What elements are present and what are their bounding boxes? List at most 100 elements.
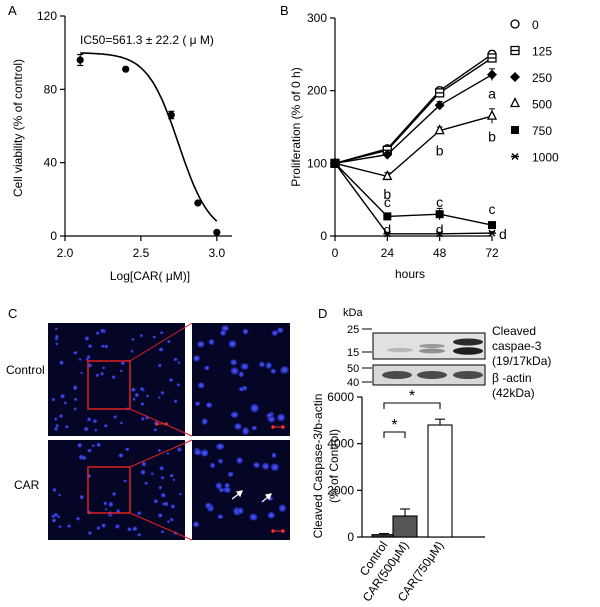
marker-stroke [331,159,339,167]
series-marker-square [488,221,496,230]
nucleus [216,443,225,450]
nucleus [160,331,164,335]
x-tick-label: 3.0 [208,246,225,260]
marker-stroke [488,229,496,237]
significance-letter: c [436,194,443,210]
y-tick-label: 0 [320,229,327,243]
panel-a-fit-curve [80,52,218,222]
series-marker-star [435,230,444,238]
data-point [213,228,221,236]
nucleus [277,413,286,422]
nucleus [179,492,182,496]
nucleus [217,514,224,519]
car-overview-image [48,440,185,540]
nucleus [150,472,154,476]
nucleus [166,452,170,455]
series-marker-triangle [509,97,521,108]
series-line-1000 [334,162,493,235]
nucleus [146,394,149,398]
nucleus [55,334,59,339]
nucleus [53,513,59,517]
nucleus [101,523,106,528]
nucleus [87,417,92,422]
nucleus [208,339,215,345]
kda-label: kDa [343,307,363,319]
nucleus [163,501,169,507]
nucleus [169,473,174,478]
nucleus [131,387,136,392]
bar [392,515,418,538]
nucleus [55,342,59,346]
significance-letter: b [383,186,391,202]
nucleus [96,526,101,530]
series-marker-diamond [487,69,497,80]
nucleus [227,471,234,477]
nucleus [173,399,178,404]
nucleus [177,361,181,364]
nucleus [115,524,120,529]
nucleus [141,461,147,467]
nucleus [158,396,161,399]
data-point [122,65,130,73]
nucleus [220,330,226,336]
nucleus [81,455,87,460]
nucleus [92,419,97,423]
nucleus [204,365,210,371]
nucleus [140,402,145,406]
significance-letter: c [489,201,496,217]
micrograph-divider-horizontal [48,436,290,440]
nucleus [94,428,98,432]
nucleus [262,462,270,470]
legend-label: 1000 [532,151,559,165]
caspase3-label-line3: (19/17kDa) [492,354,551,368]
nucleus [132,397,136,401]
nucleus [195,401,201,407]
nucleus [236,457,243,464]
nucleus [176,383,181,387]
series-marker-star [488,229,496,237]
nucleus [251,425,257,431]
panel-a-chart: IC50=561.3 ± 22.2 ( μ M) Log[CAR( μM)] C… [11,9,232,283]
nucleus [111,375,116,379]
nucleus [100,372,104,376]
series-marker-triangle [434,124,445,135]
nucleus [239,387,244,392]
nucleus [77,443,82,448]
nucleus [108,501,114,507]
nucleus [160,391,165,395]
nucleus [160,530,165,534]
beta-actin-band [382,371,412,379]
marker-15: 15 [347,347,359,359]
panel-b-ylabel: Proliferation (% of 0 h) [289,67,303,186]
nucleus [137,511,142,516]
nucleus [240,363,249,370]
series-marker-square-open [435,88,445,98]
control-zoom-nuclei [193,325,289,435]
scale-bar-control-overview [155,422,168,426]
nucleus [201,418,208,425]
caspase3-band [387,347,413,353]
nucleus [172,478,176,482]
nucleus [218,458,223,464]
nucleus [64,425,69,429]
nucleus [120,361,126,366]
control-overview-nuclei [51,327,181,432]
significance-letter: c [384,194,391,210]
nucleus [58,525,62,528]
nucleus [238,371,244,378]
nucleus [249,513,258,521]
significance-letter: b [488,128,496,144]
significance-letter: d [383,221,391,237]
nucleus [137,533,142,537]
nucleus [230,411,239,418]
nucleus [67,524,72,528]
nucleus [103,424,108,428]
significance-bracket [383,431,406,438]
nucleus [54,427,58,431]
row-label-control: Control [6,363,45,377]
data-point [76,56,84,64]
caspase3-label-line2: caspae-3 [492,339,542,353]
nucleus [173,357,178,362]
nucleus [193,355,200,362]
caspase3-band [419,348,445,354]
